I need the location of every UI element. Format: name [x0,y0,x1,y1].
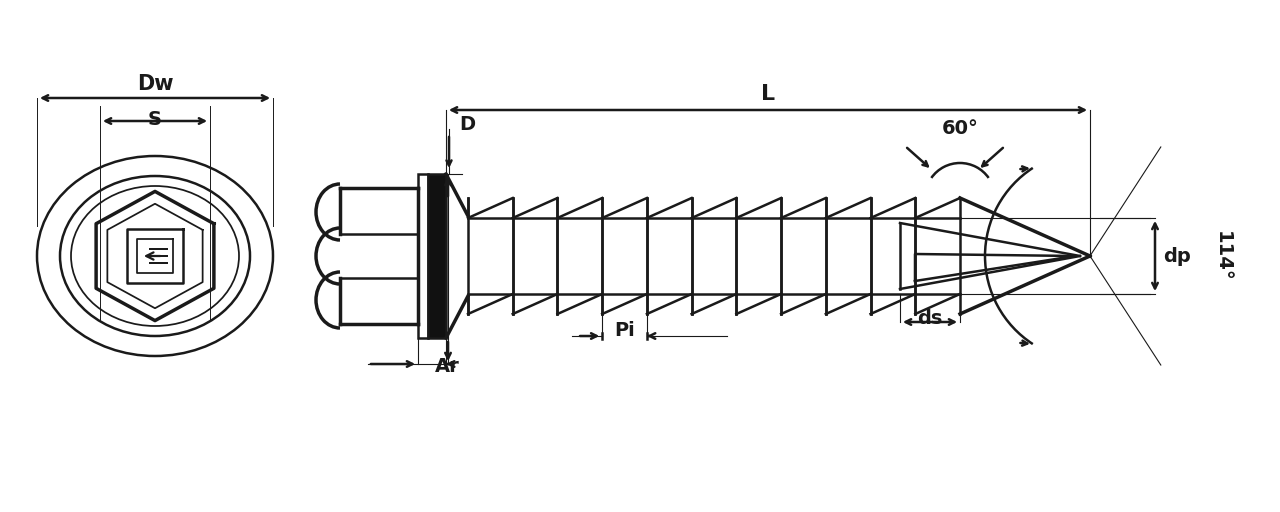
Text: Ar: Ar [435,357,460,376]
Text: Dw: Dw [137,74,173,94]
Text: ds: ds [918,309,942,328]
Text: S: S [148,110,163,129]
Text: dp: dp [1164,246,1190,266]
Text: L: L [760,84,776,104]
Text: D: D [460,115,475,134]
Text: Pi: Pi [614,321,635,340]
Bar [419,174,428,338]
Text: 60°: 60° [942,119,978,138]
Bar [428,174,445,338]
Text: 114°: 114° [1213,230,1231,282]
